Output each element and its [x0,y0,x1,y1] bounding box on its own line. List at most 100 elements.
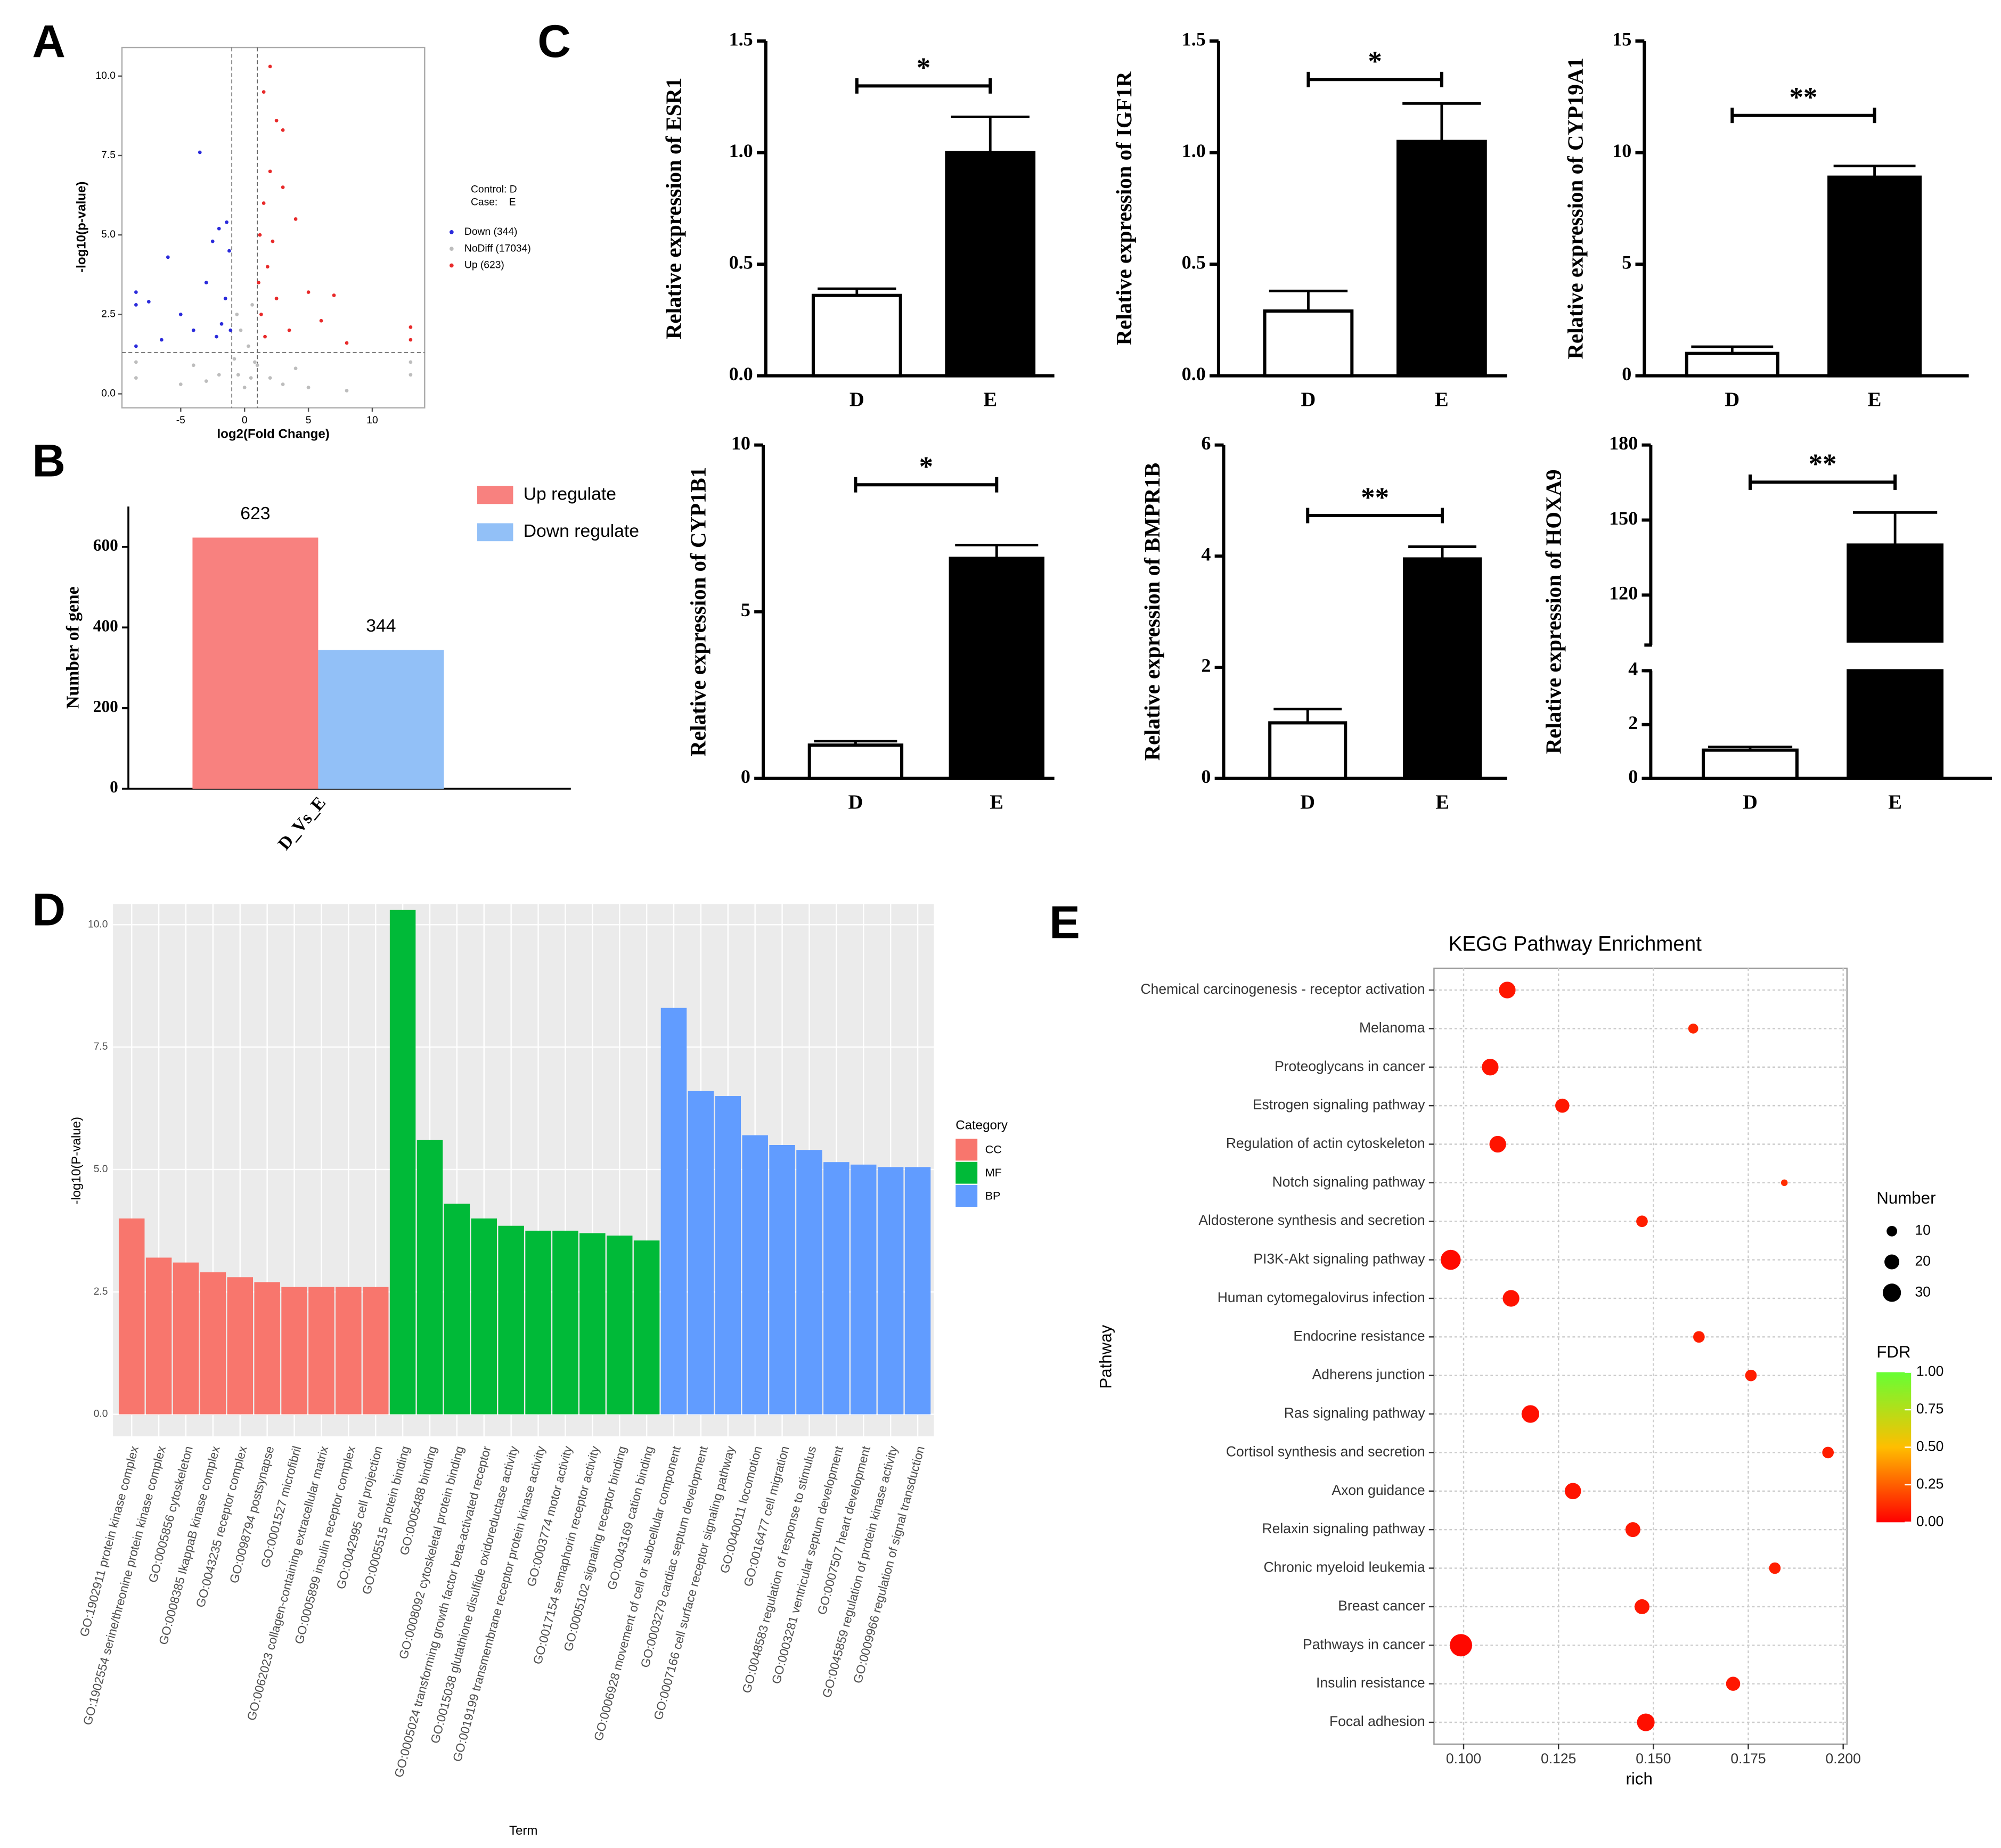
point [204,281,208,285]
y-tick-label: Melanoma [1359,1019,1425,1035]
y-tick-label: Relaxin signaling pathway [1262,1520,1426,1536]
size-legend-label: 30 [1915,1283,1930,1299]
size-legend-marker [1886,1225,1897,1237]
point [228,328,233,332]
x-tick-label: 0 [242,415,248,426]
y-tick-label: Proteoglycans in cancer [1275,1058,1425,1074]
y-tick-label: 0.0 [729,363,753,385]
point [409,360,413,364]
legend-swatch [955,1185,978,1207]
bar [281,1287,307,1414]
bar [145,1257,172,1414]
colorbar-label: 0.00 [1916,1513,1944,1529]
bubble [1440,1249,1461,1270]
y-tick-label: 5 [741,599,750,620]
legend-label: CC [985,1143,1002,1156]
y-axis-label: Relative expression of IGF1R [1112,71,1136,346]
point [227,249,231,253]
point [134,360,138,364]
bar [173,1262,199,1414]
point [268,376,272,380]
y-axis-label: Number of gene [63,586,83,709]
size-legend-marker [1884,1254,1900,1270]
bar [254,1282,280,1414]
bar [823,1162,850,1414]
point [274,297,279,300]
y-tick-label: Insulin resistance [1316,1675,1425,1691]
bar [362,1287,389,1414]
bubble [1822,1446,1834,1459]
point [293,217,298,221]
legend-title: Case: E [471,197,516,208]
value-label: 344 [366,616,396,636]
point [287,328,291,332]
y-tick-label: 1.5 [1182,28,1206,50]
bar [552,1230,578,1414]
point [166,255,170,259]
plot-frame [121,46,426,408]
y-tick-label: 0 [1201,766,1211,787]
x-tick-label: D [1725,389,1739,411]
x-tick-label: E [1435,791,1449,814]
point [258,233,262,237]
bubble [1564,1483,1581,1500]
point [191,328,195,332]
x-tick-label: E [1868,389,1882,411]
y-tick-label: 0.0 [101,388,116,399]
bar [525,1230,551,1414]
y-tick-label: 400 [93,616,118,635]
y-tick-label: 200 [93,697,118,716]
bar [308,1287,334,1414]
x-tick-label: 0.175 [1730,1751,1766,1767]
bubble [1450,1634,1473,1657]
point [281,382,285,386]
bubble [1482,1059,1499,1076]
point [239,328,243,332]
y-tick-label: 180 [1609,432,1638,454]
point [293,366,298,371]
legend-label: Down regulate [524,521,639,541]
point [268,169,272,174]
legend-label: BP [985,1189,1001,1202]
y-tick-label: 1.0 [729,140,753,161]
legend-marker [450,263,454,268]
y-tick-label: 150 [1609,508,1638,529]
legend-label: Up regulate [524,484,616,504]
y-tick-label: Ras signaling pathway [1284,1405,1426,1421]
y-tick-label: 0.0 [1182,363,1206,385]
point [159,338,164,342]
plot-frame [1433,967,1848,1745]
y-axis-label: Relative expression of HOXA9 [1542,469,1566,754]
x-tick-label: E [990,791,1003,814]
significance-label: * [919,452,933,483]
point [271,239,275,243]
point [262,90,266,94]
point [409,338,413,342]
point [332,293,336,297]
x-tick-label: 0.200 [1826,1751,1861,1767]
panel-label: C [537,16,571,67]
significance-label: ** [1361,482,1389,513]
bar [1263,309,1354,378]
y-tick-label: 0 [110,778,118,796]
bubble [1521,1405,1540,1423]
bar [769,1144,795,1414]
colorbar-label: 0.50 [1916,1438,1944,1454]
bar [606,1236,633,1414]
y-tick-label: 6 [1201,432,1211,454]
bar [498,1225,524,1414]
y-tick-label: 10.0 [95,70,115,81]
y-tick-label: 0.0 [94,1409,108,1420]
y-tick-label: 4 [1628,658,1638,680]
y-tick-label: Aldosterone synthesis and secretion [1198,1212,1425,1228]
bubble [1693,1331,1705,1343]
point [409,325,413,329]
x-tick-label: D [1301,389,1316,411]
y-tick-label: 1.0 [1182,140,1206,161]
x-tick-label: E [1435,389,1449,411]
bar [807,743,904,780]
legend-title: FDR [1876,1343,1910,1361]
legend-title: Number [1876,1189,1935,1207]
y-tick-label: 7.5 [94,1041,108,1052]
